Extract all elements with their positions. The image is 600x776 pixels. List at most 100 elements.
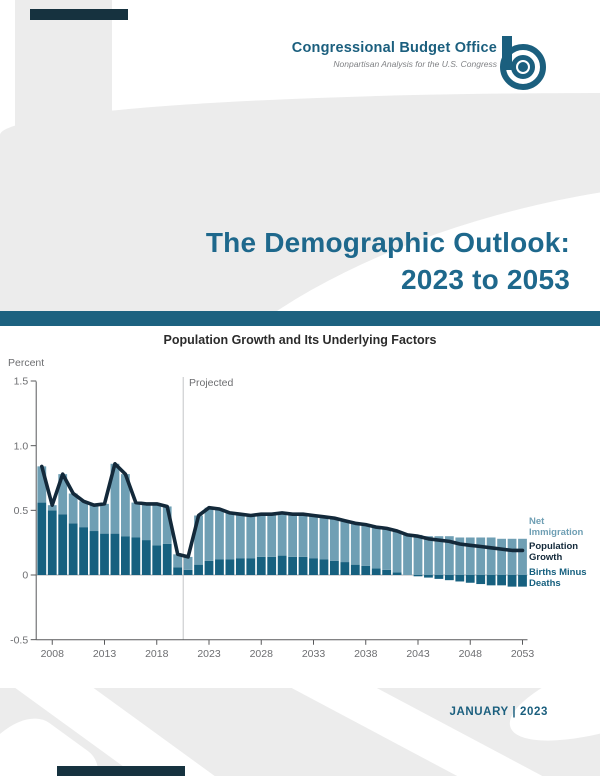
bar-births-minus-deaths-2046 <box>444 575 454 581</box>
bar-net-immigration-2014 <box>110 463 120 534</box>
bar-net-immigration-2031 <box>288 514 297 557</box>
x-tick-label-2018: 2018 <box>145 648 169 660</box>
y-tick-label-1.0: 1.0 <box>14 440 29 452</box>
bar-net-immigration-2028 <box>256 514 266 557</box>
bar-net-immigration-2049 <box>476 537 486 575</box>
bar-net-immigration-2020 <box>173 554 183 568</box>
bar-net-immigration-2042 <box>403 534 412 575</box>
report-title-line2: 2023 to 2053 <box>401 264 570 295</box>
bar-births-minus-deaths-2033 <box>309 558 318 575</box>
bar-births-minus-deaths-2053 <box>518 575 527 587</box>
bar-births-minus-deaths-2035 <box>330 560 339 575</box>
bar-net-immigration-2041 <box>392 531 402 573</box>
bar-net-immigration-2009 <box>58 474 68 515</box>
bar-net-immigration-2040 <box>382 528 392 570</box>
divider-rule <box>0 311 600 326</box>
bar-net-immigration-2025 <box>225 512 235 560</box>
bar-net-immigration-2052 <box>507 538 517 575</box>
bar-births-minus-deaths-2043 <box>413 575 423 577</box>
bar-births-minus-deaths-2047 <box>455 575 465 582</box>
bar-births-minus-deaths-2008 <box>47 510 57 575</box>
x-tick-label-2053: 2053 <box>511 648 535 660</box>
bar-births-minus-deaths-2049 <box>476 575 486 585</box>
bar-births-minus-deaths-2011 <box>79 527 88 575</box>
cbo-logo-center-dot <box>518 62 528 72</box>
cbo-logo-middle-ring <box>511 55 535 79</box>
y-axis: 1.5 1.0 0.5 0 -0.5 <box>10 376 37 646</box>
y-tick-label-0.5: 0.5 <box>14 505 29 517</box>
org-tagline: Nonpartisan Analysis for the U.S. Congre… <box>333 59 497 69</box>
bar-net-immigration-2029 <box>267 514 277 557</box>
org-header: Congressional Budget Office Nonpartisan … <box>292 40 497 69</box>
bar-births-minus-deaths-2009 <box>58 514 68 575</box>
legend-population-growth: Population Growth <box>529 541 579 563</box>
bar-births-minus-deaths-2044 <box>424 575 433 578</box>
bar-births-minus-deaths-2028 <box>256 556 266 575</box>
bar-net-immigration-2012 <box>89 505 99 532</box>
bar-net-immigration-2051 <box>497 538 506 575</box>
bar-births-minus-deaths-2034 <box>319 559 329 575</box>
bar-births-minus-deaths-2027 <box>246 558 256 575</box>
bottom-accent-rule <box>57 766 185 776</box>
x-tick-label-2038: 2038 <box>354 648 378 660</box>
cbo-logo-outer-ring <box>500 44 546 90</box>
bar-net-immigration-2050 <box>486 537 496 575</box>
publication-date: JANUARY | 2023 <box>449 706 548 718</box>
bar-births-minus-deaths-2045 <box>434 575 444 579</box>
bars-group <box>37 463 527 587</box>
bar-births-minus-deaths-2022 <box>194 564 203 575</box>
bar-births-minus-deaths-2024 <box>215 559 224 575</box>
bar-net-immigration-2013 <box>100 503 109 534</box>
bar-births-minus-deaths-2017 <box>141 540 151 575</box>
bar-births-minus-deaths-2014 <box>110 533 120 575</box>
bar-births-minus-deaths-2012 <box>89 531 99 575</box>
bar-net-immigration-2046 <box>444 536 454 575</box>
bar-births-minus-deaths-2030 <box>277 555 287 575</box>
bar-net-immigration-2047 <box>455 537 465 575</box>
background-top-decoration <box>0 0 600 311</box>
bar-net-immigration-2008 <box>47 505 57 511</box>
bar-net-immigration-2022 <box>194 515 203 565</box>
bar-births-minus-deaths-2051 <box>497 575 506 586</box>
bar-net-immigration-2015 <box>121 474 130 537</box>
bar-net-immigration-2007 <box>37 466 47 503</box>
bar-births-minus-deaths-2016 <box>131 537 141 575</box>
bar-net-immigration-2010 <box>68 493 78 524</box>
projected-label: Projected <box>189 377 234 389</box>
background-bottom-decoration <box>0 688 600 776</box>
bar-births-minus-deaths-2050 <box>486 575 496 586</box>
bar-net-immigration-2034 <box>319 516 329 560</box>
bar-births-minus-deaths-2039 <box>371 568 381 575</box>
bar-births-minus-deaths-2040 <box>382 569 392 575</box>
bar-net-immigration-2039 <box>371 527 381 569</box>
bar-births-minus-deaths-2023 <box>204 560 214 575</box>
bar-net-immigration-2035 <box>330 518 339 561</box>
y-tick-label-0: 0 <box>22 570 28 582</box>
bar-net-immigration-2026 <box>235 514 245 559</box>
bar-births-minus-deaths-2007 <box>37 502 47 575</box>
legend-net-immigration: Net Immigration <box>529 516 584 538</box>
bar-births-minus-deaths-2010 <box>68 523 78 575</box>
bar-births-minus-deaths-2029 <box>267 556 277 575</box>
bar-net-immigration-2037 <box>350 523 360 565</box>
bar-net-immigration-2017 <box>141 503 151 541</box>
bar-net-immigration-2027 <box>246 515 256 559</box>
x-tick-label-2023: 2023 <box>197 648 221 660</box>
bar-net-immigration-2048 <box>465 537 475 575</box>
y-axis-unit-label: Percent <box>8 357 45 369</box>
bar-net-immigration-2038 <box>361 524 371 566</box>
bar-net-immigration-2023 <box>204 507 214 561</box>
bar-net-immigration-2045 <box>434 536 444 575</box>
y-tick-label--0.5: -0.5 <box>10 634 28 646</box>
bar-births-minus-deaths-2021 <box>183 569 193 575</box>
bar-births-minus-deaths-2020 <box>173 567 183 575</box>
x-tick-label-2048: 2048 <box>459 648 483 660</box>
bar-net-immigration-2019 <box>162 506 172 544</box>
bar-births-minus-deaths-2041 <box>392 572 402 575</box>
bar-births-minus-deaths-2048 <box>465 575 475 583</box>
org-name: Congressional Budget Office <box>291 40 497 56</box>
cbo-logo-icon <box>499 36 555 90</box>
bar-net-immigration-2043 <box>413 534 423 575</box>
